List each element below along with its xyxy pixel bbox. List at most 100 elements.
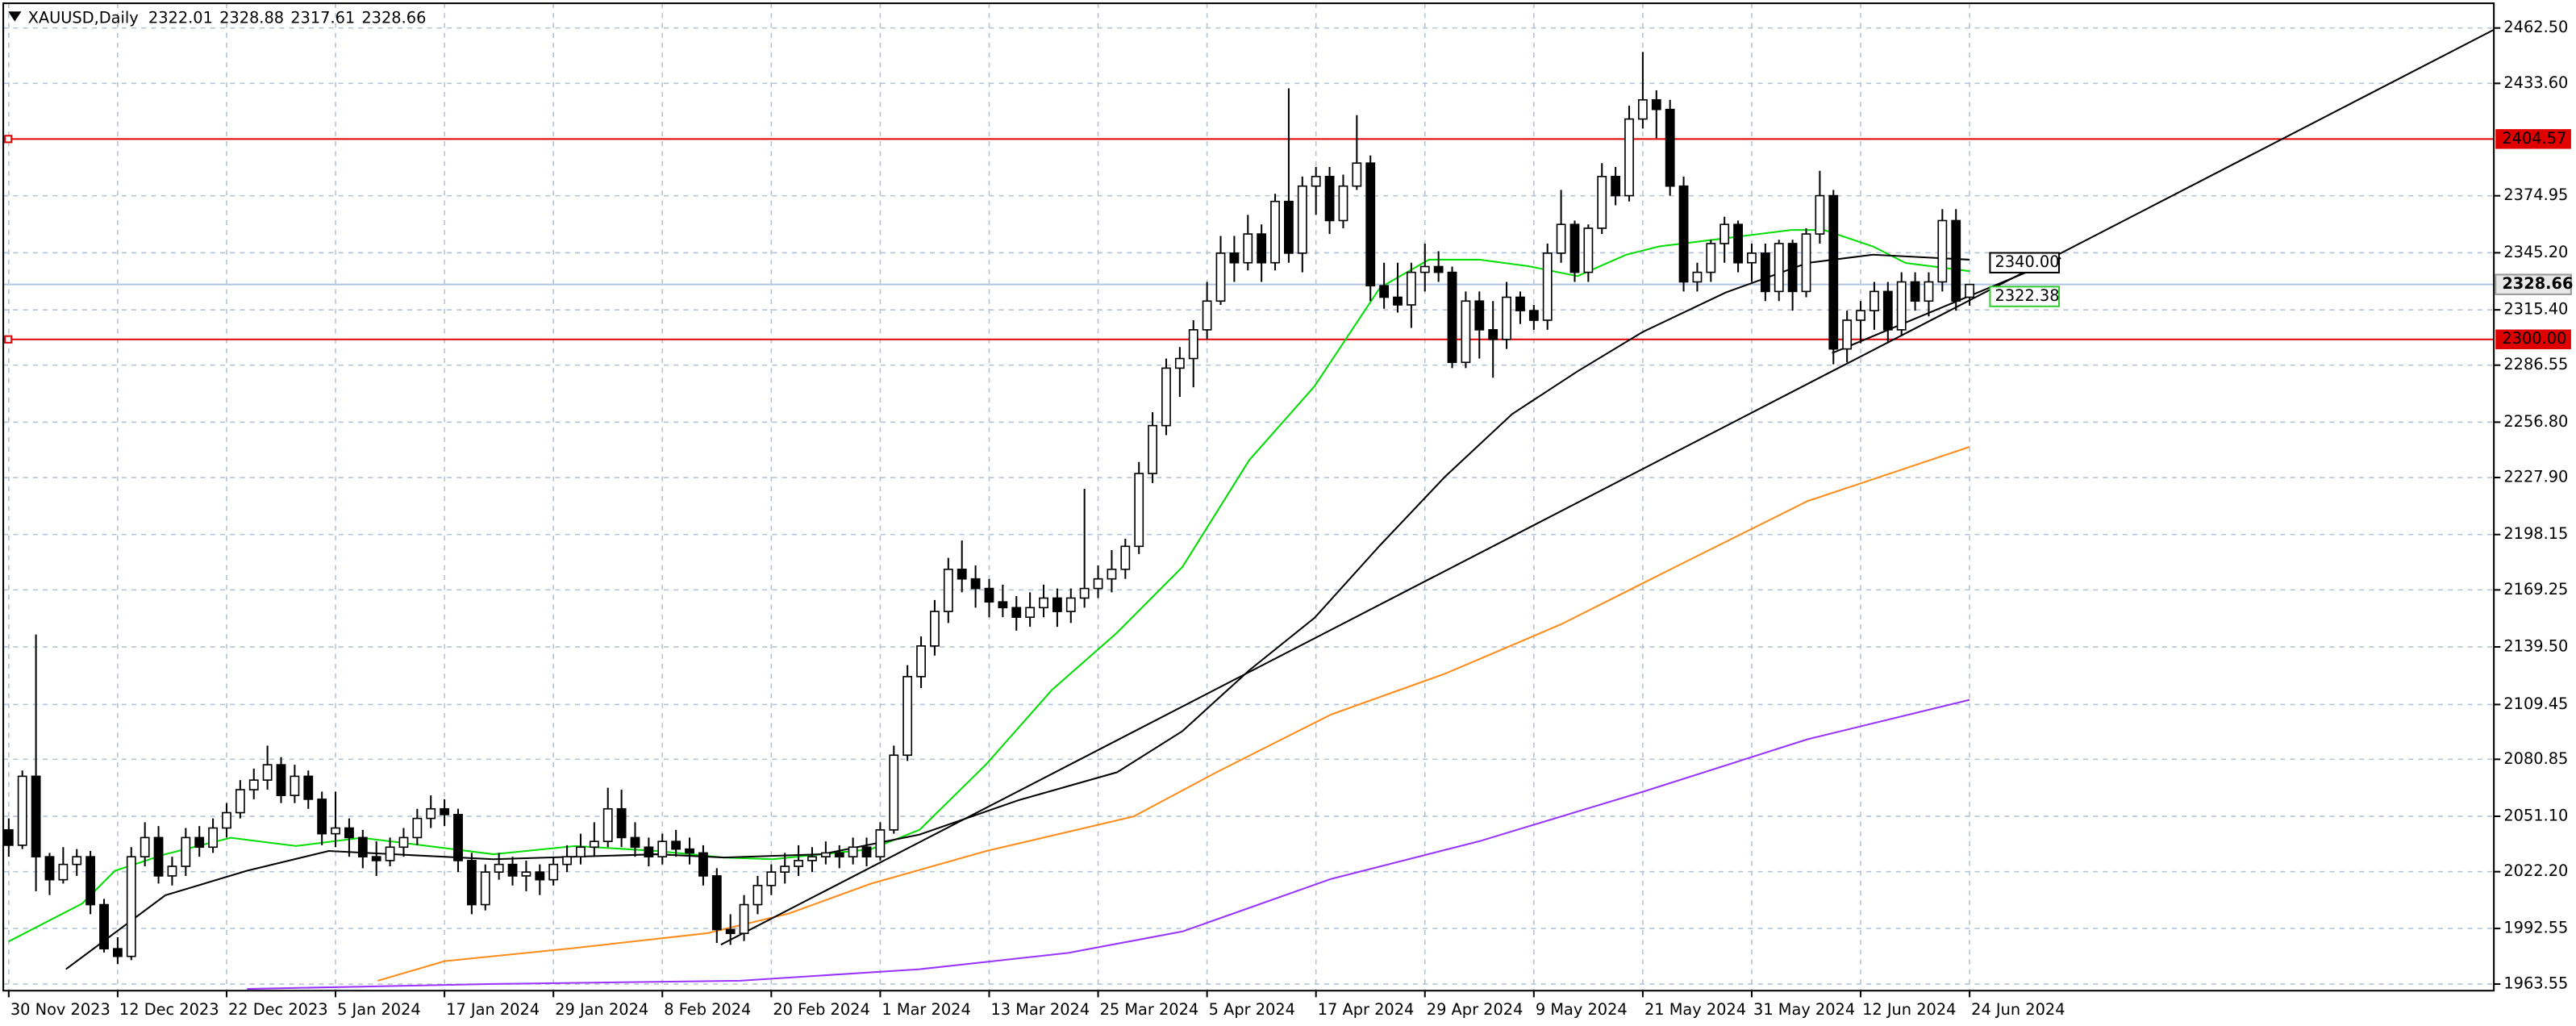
- candle-body: [1624, 118, 1634, 197]
- candle-body: [943, 569, 953, 612]
- close: 2328.66: [361, 8, 426, 27]
- candle-body: [58, 863, 69, 881]
- x-tick-label: 29 Jan 2024: [555, 1000, 648, 1019]
- candle-body: [1787, 243, 1798, 293]
- candle-body: [644, 846, 654, 857]
- candle-body: [916, 645, 926, 678]
- candle-body: [1542, 252, 1553, 321]
- candle-body: [576, 846, 586, 857]
- candle-body: [1937, 219, 1948, 283]
- candle-body: [208, 827, 218, 849]
- candle-body: [1461, 300, 1471, 364]
- candle-body: [303, 775, 314, 800]
- candle-body: [44, 856, 55, 881]
- candle-body: [1665, 108, 1675, 187]
- x-tick-label: 25 Mar 2024: [1100, 1000, 1199, 1019]
- candle-body: [1528, 310, 1539, 321]
- candle-body: [1433, 265, 1444, 273]
- candle-body: [1474, 300, 1485, 331]
- candle-body: [848, 846, 858, 857]
- candle-body: [222, 811, 231, 829]
- candle-body: [262, 764, 273, 781]
- candle-body: [1093, 578, 1103, 590]
- candle-body: [861, 846, 872, 857]
- candle-body: [1651, 98, 1661, 111]
- candle-body: [780, 865, 790, 873]
- candle-body: [957, 569, 967, 580]
- candle-body: [1107, 569, 1117, 580]
- x-tick-label: 5 Apr 2024: [1209, 1000, 1295, 1019]
- candle-body: [276, 764, 286, 796]
- moving-average: [377, 446, 1970, 982]
- menu-icon[interactable]: [8, 11, 22, 22]
- candle-body: [1569, 223, 1580, 273]
- candle-body: [589, 840, 599, 849]
- candle-body: [630, 836, 640, 849]
- candle-body: [1733, 223, 1743, 264]
- candle-body: [1719, 223, 1730, 244]
- candle-body: [1951, 219, 1961, 302]
- level-label: 2404.57: [2502, 129, 2566, 148]
- candle-body: [1379, 285, 1390, 298]
- candle-body: [1393, 296, 1403, 306]
- candle-body: [1039, 597, 1048, 609]
- candle-body: [507, 863, 518, 877]
- x-tick-label: 17 Jan 2024: [446, 1000, 540, 1019]
- candle-body: [1706, 243, 1716, 273]
- y-tick-label: 2315.40: [2503, 300, 2568, 319]
- high: 2328.88: [219, 8, 284, 27]
- candle-body: [99, 903, 109, 949]
- candle-body: [1760, 252, 1770, 293]
- candle-body: [1611, 176, 1621, 197]
- candle-body: [412, 817, 423, 839]
- candle-body: [357, 836, 368, 857]
- candle-body: [698, 852, 708, 877]
- candle-body: [1447, 271, 1457, 364]
- candle-body: [1148, 424, 1157, 474]
- y-tick-label: 2345.20: [2503, 243, 2568, 261]
- level-tag: [2495, 329, 2571, 349]
- trend-line: [720, 28, 2495, 946]
- x-tick-label: 8 Feb 2024: [664, 1000, 751, 1019]
- trend-line: [1832, 256, 2061, 354]
- y-tick-label: 2109.45: [2503, 694, 2568, 713]
- candle-body: [1352, 162, 1362, 187]
- candle-body: [440, 807, 450, 815]
- x-tick-label: 1 Mar 2024: [882, 1000, 970, 1019]
- y-tick-label: 2169.25: [2503, 580, 2568, 598]
- candle-body: [834, 852, 844, 857]
- candle-body: [1406, 271, 1416, 306]
- candle-body: [1025, 607, 1036, 619]
- candle-body: [1365, 162, 1376, 287]
- x-tick-label: 30 Nov 2023: [10, 1000, 110, 1019]
- candle-body: [426, 807, 436, 820]
- candle-body: [480, 871, 490, 906]
- y-tick-label: 2433.60: [2503, 73, 2568, 92]
- price-box: [1989, 252, 2061, 273]
- candle-body: [794, 860, 804, 867]
- candle-body: [31, 775, 41, 857]
- candle-body: [671, 840, 682, 850]
- candle-body: [1896, 281, 1907, 331]
- level-anchor: [4, 335, 13, 344]
- level-tag: [2495, 129, 2571, 149]
- candle-body: [807, 856, 817, 861]
- x-tick-label: 22 Dec 2023: [228, 1000, 328, 1019]
- candle-body: [657, 840, 668, 857]
- candle-body: [998, 601, 1008, 609]
- axes: 2462.50 2433.60 2374.95 2345.20 2315.40 2286.…: [7, 18, 2573, 1019]
- candle-body: [1297, 185, 1307, 254]
- price-box-label: 2340.00: [1995, 252, 2060, 271]
- x-tick-label: 21 May 2024: [1644, 1000, 1746, 1019]
- candle-body: [1597, 176, 1607, 229]
- x-tick-label: 31 May 2024: [1753, 1000, 1855, 1019]
- y-tick-label: 2286.55: [2503, 355, 2568, 373]
- candle-body: [167, 865, 177, 877]
- candle-body: [1079, 587, 1090, 599]
- candle-body: [494, 863, 504, 873]
- candle-body: [1188, 329, 1198, 360]
- candle-body: [1502, 296, 1511, 340]
- candle-body: [1174, 357, 1185, 369]
- candle-body: [1488, 329, 1498, 340]
- candle-body: [1556, 223, 1566, 254]
